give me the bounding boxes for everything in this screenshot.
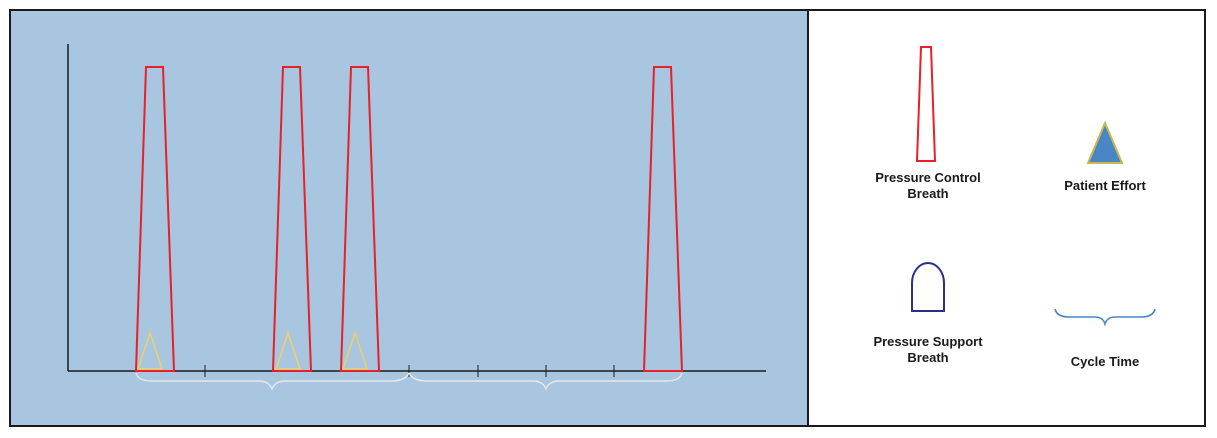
cycle-time-brace bbox=[135, 372, 410, 391]
triangle-icon bbox=[1086, 120, 1124, 164]
legend-item-patient-effort: Patient Effort bbox=[1035, 119, 1175, 194]
pressure-control-breath bbox=[339, 66, 381, 372]
dome-icon bbox=[911, 262, 945, 312]
legend-panel: Pressure Control Breath Patient Effort P… bbox=[809, 11, 1204, 425]
patient-efforts bbox=[136, 330, 369, 370]
pressure-control-breath bbox=[642, 66, 684, 372]
legend-label-cycle-time: Cycle Time bbox=[1070, 354, 1140, 369]
legend-label-patient-effort: Patient Effort bbox=[1064, 178, 1146, 193]
tall-trapezoid-icon bbox=[915, 46, 937, 162]
cycle-time-braces bbox=[135, 372, 683, 391]
legend-item-cycle-time: Cycle Time bbox=[1035, 307, 1175, 370]
pressure-control-breath bbox=[271, 66, 313, 372]
waveform-diagram bbox=[67, 44, 766, 391]
legend-label-pressure-control: Pressure Control Breath bbox=[875, 170, 981, 201]
pressure-control-breaths bbox=[134, 66, 684, 372]
patient-effort-triangle bbox=[274, 330, 302, 370]
legend-item-pressure-support: Pressure Support Breath bbox=[853, 257, 1003, 366]
patient-effort-triangle bbox=[341, 330, 369, 370]
legend-label-pressure-support: Pressure Support Breath bbox=[873, 334, 983, 365]
pressure-control-breath bbox=[134, 66, 176, 372]
waveform-panel bbox=[11, 11, 809, 425]
curly-brace-icon bbox=[1054, 308, 1156, 327]
figure-frame: Pressure Control Breath Patient Effort P… bbox=[9, 9, 1206, 427]
cycle-time-brace bbox=[408, 372, 683, 391]
patient-effort-triangle bbox=[136, 330, 164, 370]
legend-item-pressure-control: Pressure Control Breath bbox=[853, 45, 1003, 202]
